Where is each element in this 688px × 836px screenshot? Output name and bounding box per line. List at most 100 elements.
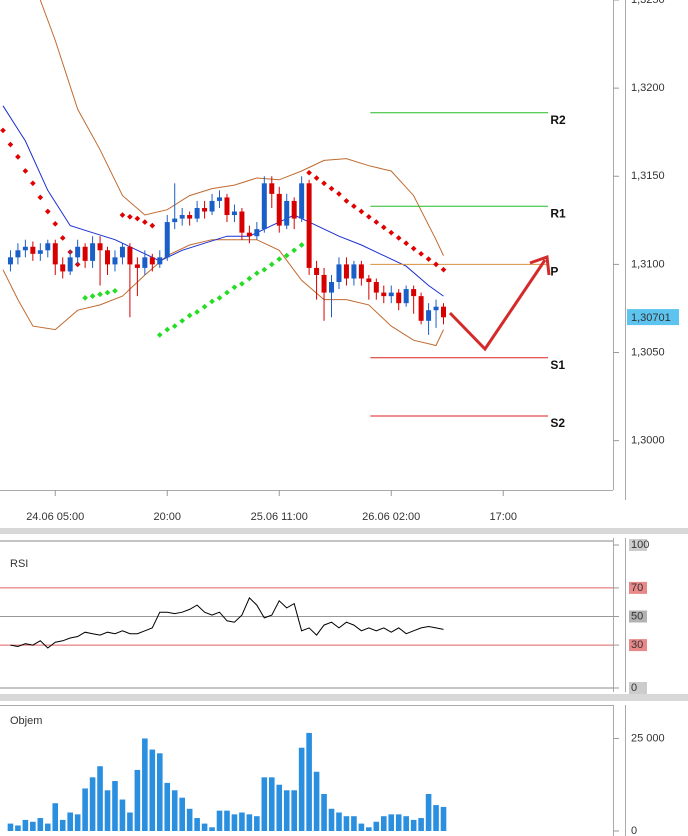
sar-dot xyxy=(283,252,290,259)
volume-bar xyxy=(67,812,73,831)
x-tick-label: 25.06 11:00 xyxy=(251,511,308,523)
candle-body xyxy=(433,306,439,311)
volume-bar xyxy=(425,793,432,831)
sar-dot xyxy=(336,191,342,197)
sar-dot xyxy=(112,287,118,294)
y-tick-label-bg xyxy=(629,639,647,652)
volume-bar xyxy=(358,823,365,831)
candle-body xyxy=(30,246,36,254)
sar-dot xyxy=(261,266,268,273)
candle-body xyxy=(246,232,252,237)
sar-dot xyxy=(22,168,29,174)
y-tick-label: 1,3100 xyxy=(631,258,665,270)
sar-dot xyxy=(313,175,320,181)
sar-dot xyxy=(321,180,327,187)
volume-bar xyxy=(149,749,156,831)
sar-dot xyxy=(142,219,148,225)
volume-bar xyxy=(403,816,409,831)
indicator-line xyxy=(39,0,444,256)
volume-bar xyxy=(410,819,417,831)
sar-dot xyxy=(268,261,275,268)
volume-bar xyxy=(171,790,178,831)
volume-bar xyxy=(298,747,305,831)
last-price-label: 1,30701 xyxy=(631,312,671,324)
volume-bar xyxy=(388,814,395,831)
candle-body xyxy=(261,183,267,230)
volume-bar xyxy=(276,784,283,831)
sar-dot xyxy=(156,332,163,338)
volume-bar xyxy=(22,819,29,831)
volume-bar xyxy=(380,816,387,831)
forecast-arrowhead xyxy=(529,254,551,276)
y-tick-label: 1,3000 xyxy=(631,435,665,447)
candle-body xyxy=(276,193,282,226)
sar-dot xyxy=(276,256,283,262)
forecast-arrow xyxy=(448,259,547,352)
sar-dot xyxy=(224,289,230,296)
candle-body xyxy=(149,257,155,265)
volume-bar xyxy=(30,821,36,831)
volume-bar xyxy=(216,810,223,831)
sar-dot xyxy=(216,295,223,301)
x-tick-label: 26.06 02:00 xyxy=(362,511,420,523)
candle-body xyxy=(127,246,133,265)
candle-body xyxy=(396,292,402,304)
indicator-line xyxy=(2,239,444,347)
candle-body xyxy=(418,296,424,321)
candle-body xyxy=(52,243,58,265)
sar-dot xyxy=(179,317,186,324)
candle-body xyxy=(119,246,125,258)
volume-bar xyxy=(231,814,238,831)
volume-bar xyxy=(15,825,21,831)
candle-body xyxy=(291,200,297,219)
candle-body xyxy=(112,257,118,265)
candle-body xyxy=(314,267,320,275)
sar-dot xyxy=(418,250,424,257)
panel-separator xyxy=(0,528,688,534)
x-tick-label: 24.06 05:00 xyxy=(26,511,84,523)
sar-dot xyxy=(380,224,387,231)
volume-bar xyxy=(306,732,312,831)
volume-bar xyxy=(104,790,111,831)
sar-dot xyxy=(134,215,141,222)
volume-bar xyxy=(268,777,275,831)
candle-body xyxy=(60,264,66,272)
sar-dot xyxy=(246,275,253,282)
candle-body xyxy=(105,250,111,265)
sar-dot xyxy=(433,261,439,268)
volume-bar xyxy=(134,769,141,831)
volume-bar xyxy=(321,793,327,831)
candle-body xyxy=(202,207,208,212)
volume-bar xyxy=(239,812,245,831)
sar-dot xyxy=(171,323,178,329)
candle-body xyxy=(306,183,312,268)
candle-body xyxy=(299,183,305,219)
volume-bar xyxy=(89,777,96,831)
sar-dot xyxy=(239,280,245,287)
candle-body xyxy=(366,278,372,283)
candle-body xyxy=(329,282,335,293)
volume-bar xyxy=(127,812,133,831)
y-tick-label: 1,3050 xyxy=(631,346,665,358)
volume-bar xyxy=(119,799,126,831)
volume-bar xyxy=(7,823,14,831)
candle-body xyxy=(217,197,223,201)
sar-dot xyxy=(119,212,126,218)
candle-body xyxy=(269,183,275,194)
sar-dot xyxy=(254,270,260,277)
candle-body xyxy=(209,200,215,212)
sar-dot xyxy=(186,312,193,319)
last-price-box xyxy=(627,309,679,326)
candle-body xyxy=(373,282,379,293)
sar-dot xyxy=(291,247,298,254)
sar-dot xyxy=(149,222,156,229)
candle-body xyxy=(441,306,447,318)
y-tick-label-bg xyxy=(629,682,647,694)
volume-bar xyxy=(142,738,148,831)
candle-body xyxy=(411,289,417,297)
sar-dot xyxy=(231,284,238,291)
candle-body xyxy=(284,200,290,226)
sar-dot xyxy=(194,309,200,315)
candle-body xyxy=(134,264,140,268)
